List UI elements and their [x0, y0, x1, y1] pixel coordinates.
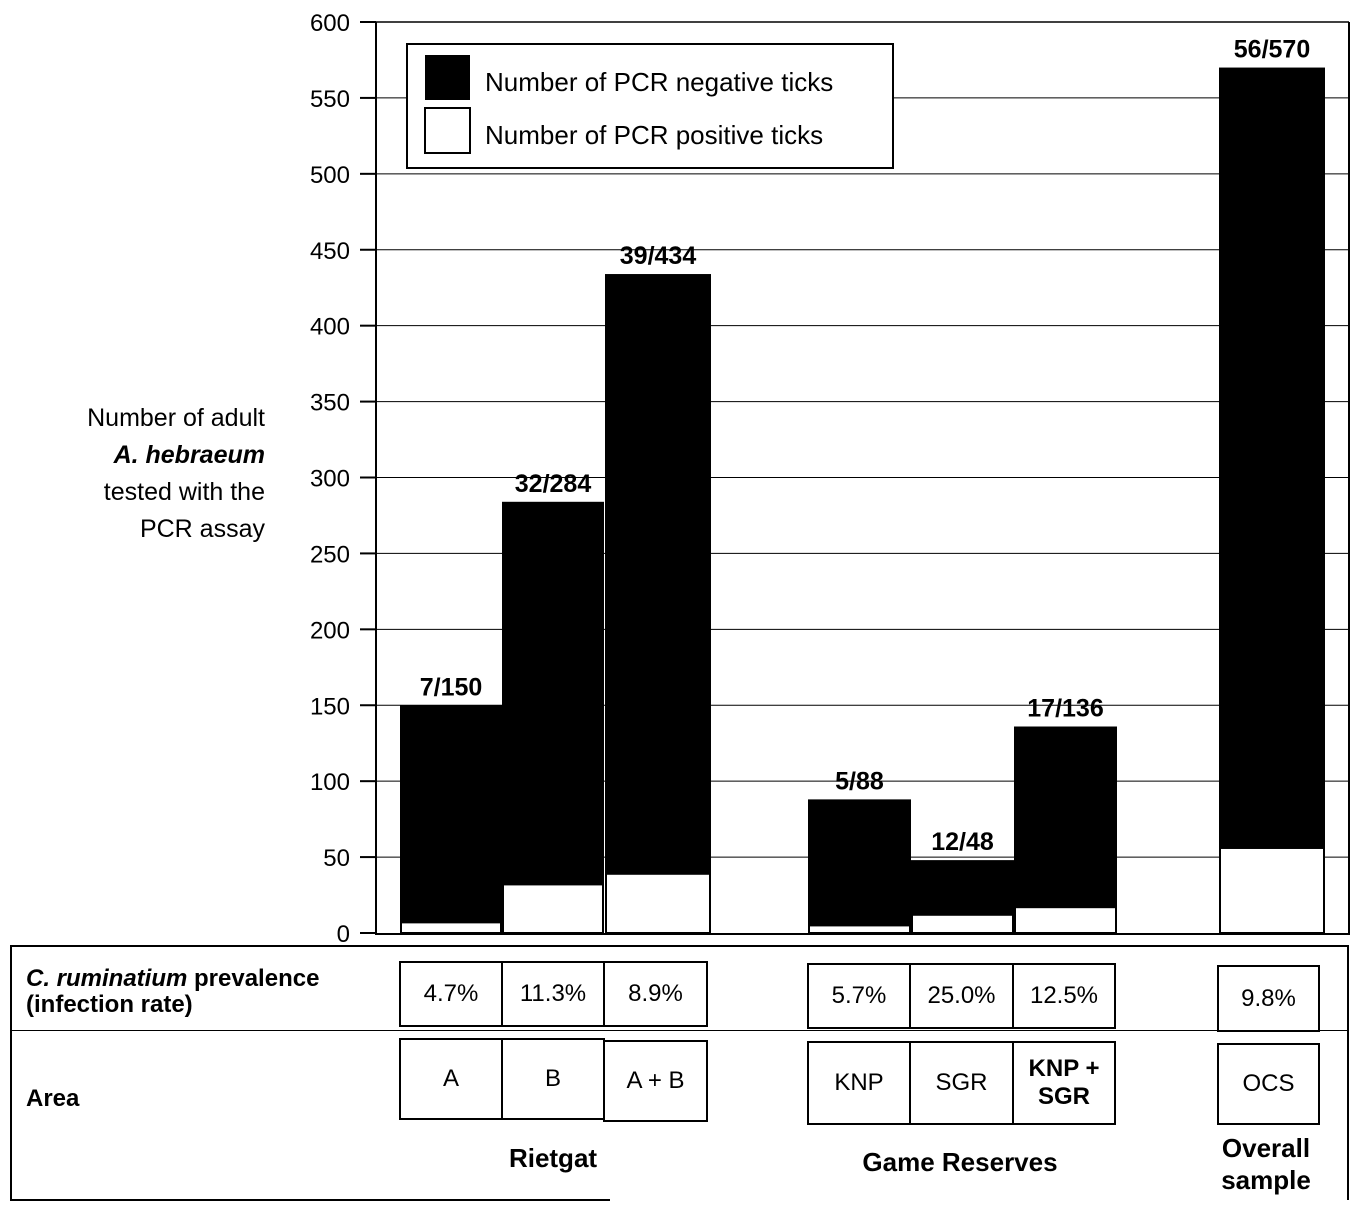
prevalence-cell-b: 11.3% [501, 961, 605, 1027]
y-tick-label: 100 [310, 769, 350, 796]
y-axis-label: Number of adult A. hebraeum tested with … [20, 400, 265, 548]
prevalence-cell-knp: 5.7% [807, 963, 911, 1029]
y-tick-label: 350 [310, 390, 350, 417]
legend-swatch-negative [425, 55, 470, 100]
bar-positive [502, 883, 604, 934]
prevalence-row-label: C. ruminatium prevalence (infection rate… [26, 966, 319, 1018]
bar-positive [911, 913, 1014, 935]
y-tick-label: 150 [310, 693, 350, 720]
y-tick-label: 250 [310, 541, 350, 568]
group-label-game-reserves: Game Reserves [862, 1147, 1058, 1177]
y-tick-label: 50 [323, 845, 350, 872]
bar-negative [1219, 67, 1325, 848]
bar-positive [808, 924, 911, 934]
legend-swatch-positive [424, 107, 471, 154]
y-tick-label: 200 [310, 617, 350, 644]
area-cell-knp-sgr: KNP + SGR [1012, 1041, 1116, 1125]
bar-negative [808, 799, 911, 926]
bar-data-label: 39/434 [620, 242, 697, 270]
y-tick-label: 500 [310, 162, 350, 189]
area-cell-a-plus-b: A + B [603, 1040, 708, 1122]
chart: 0 50 100 150 200 250 300 350 400 450 500 550 600 7/1… [310, 10, 1350, 945]
area-cell-knp-sgr-line2: SGR [1037, 1083, 1090, 1110]
legend-label-positive: Number of PCR positive ticks [485, 120, 823, 150]
bar-negative [1014, 726, 1117, 908]
y-tick-label: 600 [310, 10, 350, 37]
area-cell-ocs: OCS [1217, 1043, 1320, 1125]
bar-data-label: 7/150 [420, 673, 483, 701]
y-axis-label-species: A. hebraeum [113, 441, 265, 469]
data-labels: 7/150 32/284 39/434 5/88 12/48 17/136 56/570 [420, 36, 1311, 857]
bar-data-label: 56/570 [1234, 36, 1310, 64]
y-tick-label: 450 [310, 238, 350, 265]
table-top-border [10, 945, 1349, 947]
group-label-overall: Overall sample [1186, 1132, 1346, 1196]
area-cell-sgr: SGR [909, 1041, 1014, 1125]
table-bottom-border [10, 1199, 610, 1201]
group-label-overall-line1: Overall [1221, 1133, 1311, 1163]
prevalence-cell-sgr: 25.0% [909, 963, 1014, 1029]
bar-negative [400, 705, 502, 923]
y-axis-label-line3: tested with the [103, 478, 265, 506]
table-right-border [1347, 945, 1349, 1200]
y-tick-label: 0 [337, 921, 350, 945]
group-label-overall-line2: sample [1221, 1165, 1311, 1195]
y-tick-label: 550 [310, 86, 350, 113]
pathogen-name: C. ruminatium [26, 965, 188, 992]
bar-negative [605, 274, 711, 874]
y-tick-label: 400 [310, 314, 350, 341]
bar-data-label: 12/48 [931, 828, 994, 856]
group-label-rietgat: Rietgat [508, 1143, 598, 1173]
legend-box [406, 43, 894, 169]
area-cell-a: A [399, 1038, 503, 1120]
bar-data-label: 5/88 [835, 767, 884, 795]
prevalence-cell-a: 4.7% [399, 961, 503, 1027]
table-left-border [10, 945, 12, 1200]
bar-negative [502, 501, 604, 885]
legend-label-negative: Number of PCR negative ticks [485, 67, 833, 97]
area-row-label: Area [26, 1085, 80, 1112]
bar-positive [400, 921, 502, 934]
bar-data-label: 17/136 [1027, 695, 1103, 723]
area-cell-knp: KNP [807, 1041, 911, 1125]
bar-positive [1219, 846, 1325, 934]
area-cell-knp-sgr-line1: KNP + [1028, 1055, 1100, 1082]
prevalence-cell-ocs: 9.8% [1217, 965, 1320, 1032]
y-axis-label-line1: Number of adult [87, 404, 265, 432]
bars [400, 67, 1325, 935]
prevalence-cell-a-plus-b: 8.9% [603, 961, 708, 1027]
prevalence-cell-knp-sgr: 12.5% [1012, 963, 1116, 1029]
y-tick-label: 300 [310, 466, 350, 493]
prevalence-word: prevalence [187, 965, 320, 992]
bar-negative [911, 860, 1014, 915]
y-axis-ticks: 0 50 100 150 200 250 300 350 400 450 500 550 600 [310, 10, 376, 945]
y-axis-label-line4: PCR assay [139, 515, 265, 543]
bar-data-label: 32/284 [515, 470, 592, 498]
bar-positive [605, 872, 711, 934]
legend: Number of PCR negative ticks Number of P… [406, 43, 894, 169]
infection-rate-label: (infection rate) [26, 991, 193, 1018]
bar-positive [1014, 906, 1117, 935]
area-cell-b: B [501, 1038, 605, 1120]
table-row-divider [10, 1030, 1349, 1031]
